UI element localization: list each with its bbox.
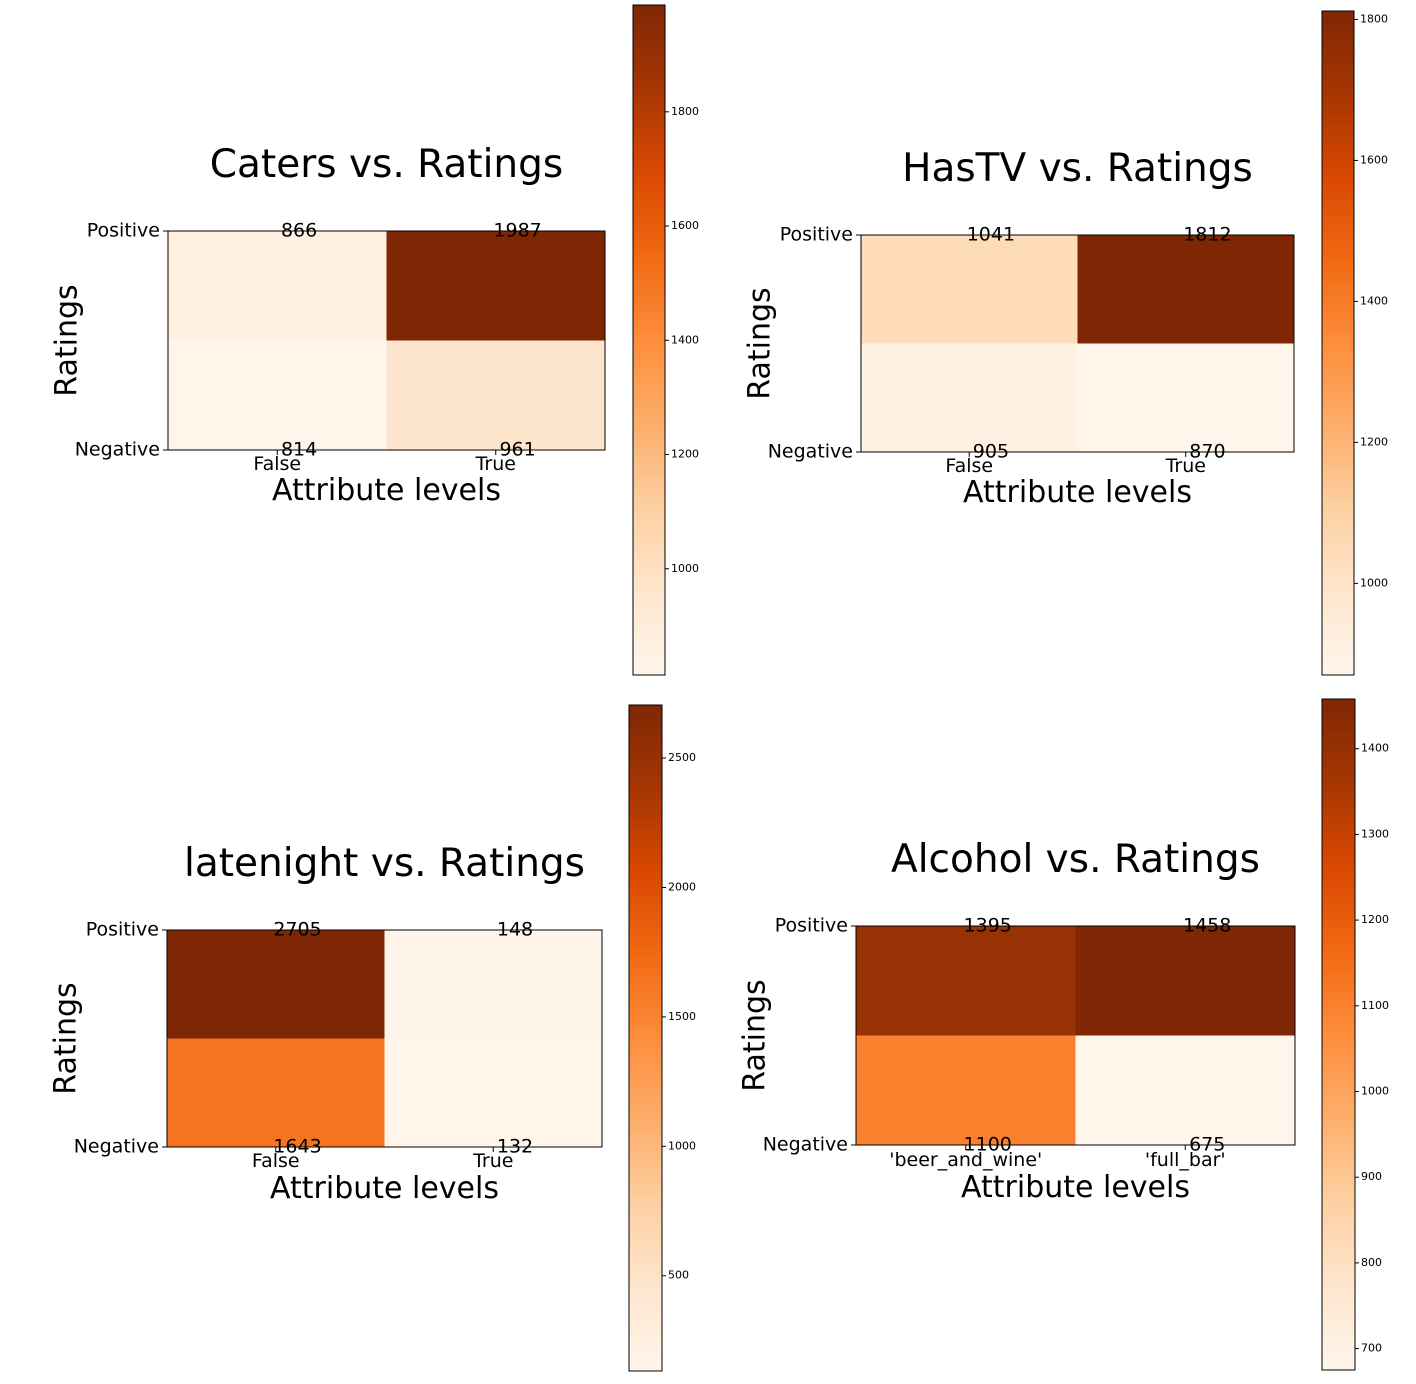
- y-tick-label: Positive: [86, 919, 159, 941]
- colorbar: [632, 4, 666, 676]
- colorbar-tick-label: 1800: [1360, 12, 1388, 25]
- y-tick-label: Negative: [74, 1136, 159, 1158]
- y-tick-label: Negative: [768, 441, 853, 463]
- x-axis-label: Attribute levels: [270, 1171, 499, 1206]
- colorbar: [628, 704, 663, 1372]
- chart-title: latenight vs. Ratings: [184, 841, 585, 886]
- colorbar-tick-label: 1000: [668, 1139, 696, 1152]
- cell-value-label: 1395: [964, 915, 1012, 937]
- chart-title: HasTV vs. Ratings: [902, 146, 1253, 191]
- x-tick-label: False: [252, 1150, 300, 1172]
- cell-value-label: 866: [281, 220, 317, 242]
- heatmap-cell: [167, 930, 385, 1039]
- y-tick-label: Negative: [763, 1134, 848, 1156]
- colorbar-tick-label: 1000: [1361, 1084, 1389, 1097]
- cell-value-label: 2705: [273, 919, 321, 941]
- heatmap-cell: [861, 343, 1078, 452]
- y-axis-label: Ratings: [738, 979, 773, 1091]
- cell-value-label: 1987: [493, 220, 541, 242]
- colorbar-tick-label: 700: [1361, 1342, 1382, 1355]
- colorbar-tick-label: 500: [668, 1269, 689, 1282]
- heatmap-cell: [861, 235, 1078, 344]
- cell-value-label: 905: [973, 441, 1009, 463]
- heatmap-frame: [167, 230, 606, 451]
- heatmap-cell: [856, 1035, 1076, 1145]
- heatmap-cell: [1077, 235, 1294, 344]
- cell-value-label: 1458: [1183, 915, 1231, 937]
- y-axis-label: Ratings: [743, 287, 778, 399]
- x-tick-label: 'beer_and_wine': [889, 1149, 1042, 1171]
- heatmap-frame: [860, 234, 1295, 453]
- cell-value-label: 1041: [967, 224, 1015, 246]
- cell-value-label: 1100: [964, 1134, 1012, 1156]
- chart-title: Caters vs. Ratings: [210, 142, 563, 187]
- cell-value-label: 1812: [1183, 224, 1231, 246]
- colorbar-tick-label: 1000: [1360, 576, 1388, 589]
- colorbar-tick-label: 2000: [668, 880, 696, 893]
- y-tick-label: Positive: [780, 224, 853, 246]
- chart-title: Alcohol vs. Ratings: [891, 837, 1260, 882]
- y-axis-label: Ratings: [49, 982, 84, 1094]
- cell-value-label: 1643: [273, 1136, 321, 1158]
- colorbar-tick-label: 1200: [1360, 435, 1388, 448]
- cell-value-label: 675: [1189, 1134, 1225, 1156]
- colorbar-tick-label: 1000: [671, 562, 699, 575]
- x-tick-label: 'full_bar': [1145, 1149, 1226, 1171]
- colorbar-tick-label: 900: [1361, 1170, 1382, 1183]
- colorbar-tick-label: 1100: [1361, 999, 1389, 1012]
- cell-value-label: 870: [1189, 441, 1225, 463]
- heatmap-cell: [384, 930, 602, 1039]
- heatmap-cell: [168, 231, 387, 341]
- x-axis-label: Attribute levels: [272, 473, 501, 508]
- colorbar-tick-label: 2500: [668, 751, 696, 764]
- colorbar-tick-label: 1200: [671, 448, 699, 461]
- heatmap-cell: [856, 926, 1076, 1036]
- heatmap-frame: [855, 925, 1296, 1146]
- heatmap-cell: [167, 1038, 385, 1147]
- colorbar-tick-label: 1400: [671, 333, 699, 346]
- cell-value-label: 132: [497, 1136, 533, 1158]
- y-tick-label: Positive: [775, 915, 848, 937]
- x-tick-label: True: [475, 453, 516, 475]
- heatmap-cell: [168, 340, 387, 450]
- colorbar: [1321, 698, 1356, 1371]
- cell-value-label: 814: [281, 439, 317, 461]
- colorbar-tick-label: 1400: [1360, 294, 1388, 307]
- cell-value-label: 148: [497, 919, 533, 941]
- colorbar: [1321, 10, 1355, 676]
- colorbar-tick-label: 1600: [1360, 153, 1388, 166]
- heatmap-cell: [386, 340, 605, 450]
- heatmap-cell: [386, 231, 605, 341]
- cell-value-label: 961: [499, 439, 535, 461]
- colorbar-tick-label: 1400: [1361, 742, 1389, 755]
- y-tick-label: Positive: [87, 220, 160, 242]
- colorbar-tick-label: 1600: [671, 219, 699, 232]
- colorbar-tick-label: 1800: [671, 105, 699, 118]
- y-tick-label: Negative: [75, 439, 160, 461]
- heatmap-cell: [1075, 1035, 1295, 1145]
- x-tick-label: True: [1165, 455, 1206, 477]
- x-axis-label: Attribute levels: [963, 475, 1192, 510]
- heatmap-cell: [384, 1038, 602, 1147]
- y-axis-label: Ratings: [50, 284, 85, 396]
- x-tick-label: True: [472, 1150, 513, 1172]
- colorbar-tick-label: 1200: [1361, 913, 1389, 926]
- x-tick-label: False: [945, 455, 993, 477]
- colorbar-tick-label: 800: [1361, 1256, 1382, 1269]
- x-tick-label: False: [253, 453, 301, 475]
- colorbar-tick-label: 1300: [1361, 827, 1389, 840]
- heatmap-frame: [166, 929, 603, 1148]
- colorbar-tick-label: 1500: [668, 1010, 696, 1023]
- x-axis-label: Attribute levels: [961, 1170, 1190, 1205]
- heatmap-cell: [1077, 343, 1294, 452]
- heatmap-cell: [1075, 926, 1295, 1036]
